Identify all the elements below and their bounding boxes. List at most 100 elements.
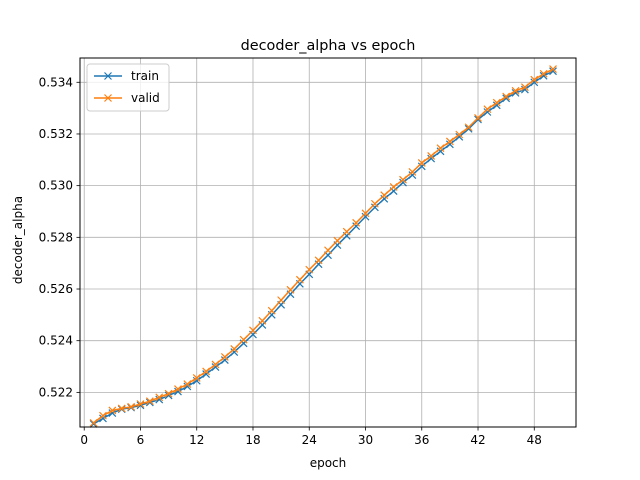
- data-point-train: [474, 115, 482, 124]
- data-point-valid: [483, 105, 492, 114]
- data-point-valid: [267, 306, 276, 315]
- data-point-valid: [324, 246, 332, 255]
- data-point-valid: [399, 175, 407, 184]
- data-point-valid: [361, 209, 370, 218]
- data-point-train: [99, 414, 107, 423]
- y-axis-label: decoder_alpha: [11, 196, 25, 284]
- y-tick-label: 0.522: [39, 385, 73, 399]
- data-point-train: [183, 382, 192, 391]
- legend-items: train valid: [94, 69, 160, 105]
- data-point-valid: [174, 385, 182, 393]
- data-point-valid: [117, 404, 126, 413]
- x-tick-label: 0: [80, 433, 88, 447]
- series-layer: [89, 65, 557, 428]
- data-point-train: [492, 101, 501, 110]
- data-point-train: [539, 71, 548, 80]
- y-axis-ticks: 0.522 0.524 0.526 0.528 0.530 0.532 0.534: [39, 75, 80, 399]
- data-point-valid: [549, 65, 557, 74]
- data-point-train: [399, 178, 407, 187]
- x-tick-label: 36: [414, 433, 429, 447]
- x-tick-label: 42: [470, 433, 485, 447]
- data-point-train: [361, 212, 370, 221]
- data-point-valid: [417, 158, 426, 167]
- data-point-train: [530, 78, 539, 87]
- data-point-valid: [230, 345, 239, 353]
- data-point-valid: [211, 360, 220, 369]
- data-point-valid: [427, 152, 436, 160]
- data-point-valid: [539, 69, 548, 78]
- data-point-valid: [136, 400, 145, 408]
- y-tick-label: 0.524: [39, 334, 73, 348]
- data-point-valid: [474, 114, 482, 122]
- data-point-valid: [333, 236, 342, 245]
- data-point-valid: [511, 86, 520, 95]
- data-point-train: [502, 94, 511, 103]
- data-point-train: [352, 222, 361, 231]
- data-point-valid: [502, 92, 511, 101]
- legend-label-valid: valid: [131, 91, 160, 105]
- data-point-train: [370, 203, 379, 212]
- y-tick-label: 0.532: [39, 127, 73, 141]
- data-point-valid: [455, 130, 464, 139]
- data-point-train: [211, 363, 220, 371]
- data-point-train: [445, 140, 454, 149]
- data-point-valid: [445, 137, 454, 146]
- data-point-train: [408, 171, 417, 179]
- data-point-train: [483, 108, 492, 116]
- x-axis-label: epoch: [310, 456, 347, 470]
- data-point-train: [417, 162, 426, 171]
- data-point-train: [202, 370, 211, 378]
- data-point-valid: [370, 199, 379, 208]
- data-point-valid: [89, 418, 98, 427]
- legend-marker-valid: [104, 94, 112, 102]
- data-point-train: [427, 154, 436, 163]
- data-point-valid: [352, 218, 361, 227]
- x-tick-label: 6: [137, 433, 145, 447]
- data-point-valid: [239, 335, 248, 344]
- data-point-valid: [127, 402, 136, 411]
- data-point-train: [174, 387, 182, 396]
- data-point-valid: [530, 75, 539, 84]
- data-point-train: [464, 124, 473, 133]
- data-point-train: [520, 85, 529, 94]
- data-point-valid: [145, 397, 154, 406]
- data-point-valid: [380, 191, 389, 200]
- data-point-valid: [155, 393, 164, 402]
- x-tick-label: 12: [189, 433, 204, 447]
- data-point-valid: [436, 144, 445, 153]
- data-point-valid: [220, 353, 229, 361]
- data-point-valid: [192, 373, 201, 382]
- legend-label-train: train: [131, 69, 159, 83]
- data-point-valid: [305, 265, 314, 274]
- x-tick-label: 18: [245, 433, 260, 447]
- x-axis-ticks: 0 6 12 18 24 30 36 42 48: [80, 427, 542, 447]
- chart-title: decoder_alpha vs epoch: [241, 38, 416, 54]
- data-point-valid: [389, 183, 398, 191]
- data-point-valid: [295, 275, 304, 284]
- data-point-valid: [249, 326, 257, 335]
- data-point-valid: [342, 227, 351, 236]
- data-point-train: [436, 147, 445, 156]
- y-tick-label: 0.530: [39, 179, 73, 193]
- data-point-train: [455, 132, 464, 141]
- data-point-valid: [286, 285, 295, 294]
- data-point-valid: [464, 123, 473, 132]
- data-point-valid: [164, 389, 173, 398]
- y-tick-label: 0.526: [39, 282, 73, 296]
- x-tick-label: 30: [358, 433, 373, 447]
- data-point-valid: [108, 406, 117, 415]
- data-point-valid: [408, 168, 417, 176]
- legend: train valid: [86, 63, 170, 112]
- data-point-train: [192, 376, 201, 385]
- data-point-train: [230, 348, 239, 356]
- series-valid: [89, 65, 557, 427]
- data-point-valid: [183, 380, 192, 389]
- data-point-valid: [277, 296, 286, 305]
- data-point-valid: [202, 367, 211, 376]
- data-point-train: [220, 356, 229, 364]
- data-point-valid: [520, 83, 529, 92]
- data-point-valid: [314, 256, 323, 265]
- y-tick-label: 0.528: [39, 230, 73, 244]
- y-tick-label: 0.534: [39, 75, 73, 89]
